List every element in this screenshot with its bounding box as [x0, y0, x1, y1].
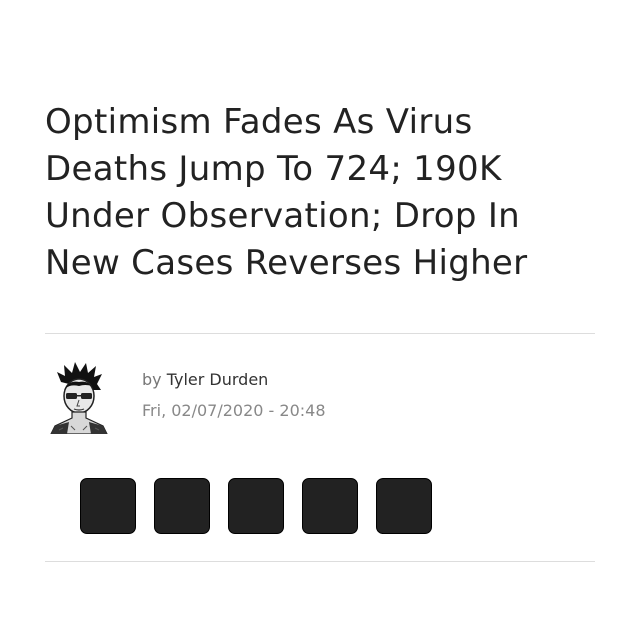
headline-line: Under Observation; Drop In — [45, 196, 521, 236]
author-avatar[interactable] — [47, 360, 111, 435]
top-divider — [45, 333, 595, 334]
avatar-portrait-icon — [50, 362, 108, 435]
share-button-4[interactable] — [302, 478, 358, 534]
byline: by Tyler Durden — [142, 369, 268, 391]
headline-line: Optimism Fades As Virus — [45, 102, 473, 142]
article-headline: Optimism Fades As Virus Deaths Jump To 7… — [45, 99, 605, 287]
share-buttons-row — [80, 478, 432, 534]
author-name-link[interactable]: Tyler Durden — [166, 370, 269, 389]
headline-line: New Cases Reverses Higher — [45, 243, 528, 283]
share-button-2[interactable] — [154, 478, 210, 534]
share-button-3[interactable] — [228, 478, 284, 534]
share-button-5[interactable] — [376, 478, 432, 534]
headline-line: Deaths Jump To 724; 190K — [45, 149, 502, 189]
share-button-1[interactable] — [80, 478, 136, 534]
byline-prefix: by — [142, 370, 162, 389]
bottom-divider — [45, 561, 595, 562]
publish-date: Fri, 02/07/2020 - 20:48 — [142, 401, 326, 420]
